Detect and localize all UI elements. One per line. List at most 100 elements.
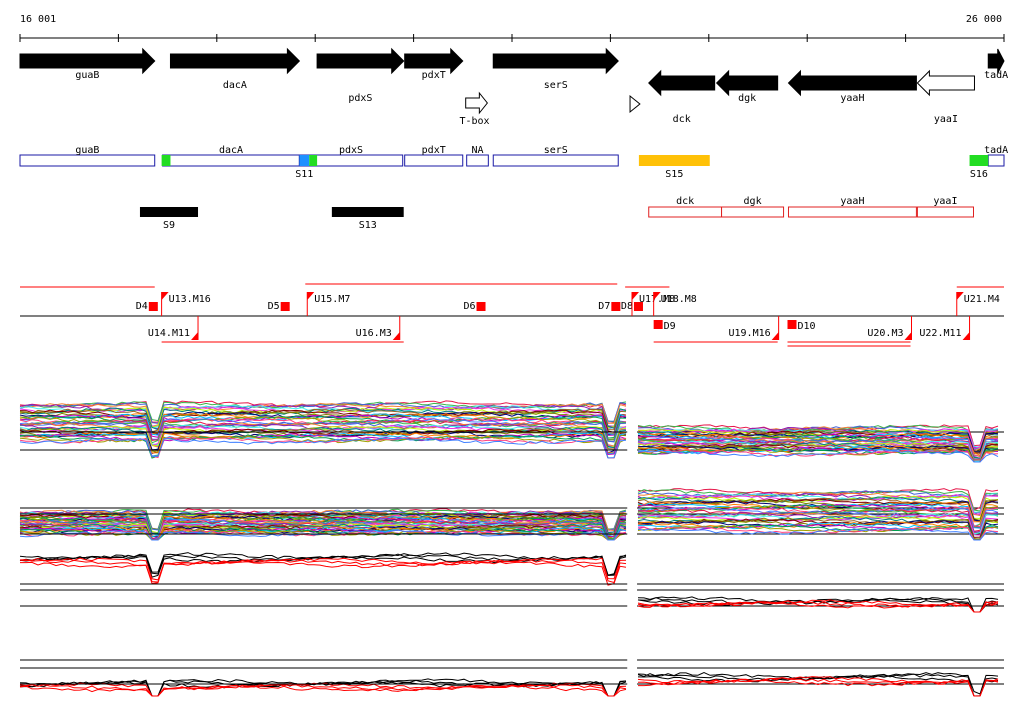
u-marker-flag <box>962 332 970 340</box>
u-marker-flag <box>161 292 169 300</box>
transcript-label: serS <box>544 145 568 156</box>
segment-label: S9 <box>163 220 175 231</box>
gene-sers-label: serS <box>544 80 568 91</box>
gene-tada-arrow <box>987 48 1005 74</box>
terminator-icon <box>629 94 641 114</box>
transcript-label: yaaI <box>933 196 957 207</box>
u-marker-flag <box>307 292 315 300</box>
expression-profiles <box>19 390 1004 710</box>
gene-yaai-label: yaaI <box>934 114 958 125</box>
transcript-box <box>987 154 1005 167</box>
gene-dck-arrow <box>648 69 716 97</box>
expression-trace <box>637 503 999 528</box>
transcript-box <box>492 154 619 167</box>
transcript-box <box>162 154 300 167</box>
transcript-label: NA <box>471 145 483 156</box>
d-marker <box>653 320 663 329</box>
expression-trace <box>637 676 999 697</box>
transcript-box <box>19 154 156 167</box>
u-marker-label: U18.M8 <box>661 294 697 305</box>
feature-track: T-box <box>459 91 641 127</box>
d-marker <box>611 302 621 311</box>
transcript-label: pdxT <box>422 145 446 156</box>
expression-trace <box>637 424 999 449</box>
expression-trace <box>19 402 627 427</box>
d-marker <box>633 302 643 311</box>
expression-trace <box>637 499 999 521</box>
expression-trace <box>19 415 627 441</box>
segment-label: S15 <box>665 169 683 180</box>
segment-block <box>638 155 710 166</box>
expression-trace <box>637 494 999 515</box>
expression-trace <box>19 513 627 538</box>
d-marker-label: D8 <box>621 301 633 312</box>
expression-trace <box>637 519 999 540</box>
transcript-label: dgk <box>744 196 762 207</box>
gene-sers-arrow <box>492 47 619 75</box>
segment-block <box>309 155 318 166</box>
gene-daca-arrow <box>169 47 301 75</box>
expression-trace <box>19 527 627 541</box>
transcript-box <box>787 206 917 218</box>
track-gap <box>627 390 638 710</box>
gene-pdxs-arrow <box>316 47 405 75</box>
u-marker-label: U16.M3 <box>356 328 392 339</box>
expression-trace <box>637 598 999 613</box>
axis-start-label: 16 001 <box>20 14 56 25</box>
expression-trace <box>637 493 999 513</box>
u-marker-label: U20.M3 <box>867 328 903 339</box>
u-marker-label: U17.M8 <box>639 294 675 305</box>
gene-daca-label: dacA <box>223 80 247 91</box>
expression-trace <box>637 449 999 463</box>
u-marker-label: U22.M11 <box>919 328 961 339</box>
segment-track: S11 S15 S16 S9 S13 <box>139 155 989 231</box>
expression-trace <box>19 555 627 578</box>
u-marker-flag <box>956 292 964 300</box>
u-marker-label: U13.M16 <box>169 294 211 305</box>
u-marker-flag <box>392 332 400 340</box>
expression-trace <box>19 433 627 458</box>
expression-trace <box>637 489 999 512</box>
expression-trace <box>19 437 627 459</box>
transcript-box <box>466 154 489 167</box>
expression-trace <box>637 527 999 541</box>
transcript-box <box>404 154 464 167</box>
d-marker-label: D9 <box>664 321 676 332</box>
gene-yaah-arrow <box>787 69 917 97</box>
expression-trace <box>19 435 627 459</box>
expression-trace <box>19 421 627 446</box>
transcript-box <box>916 206 974 218</box>
u-marker-flag <box>904 332 912 340</box>
gene-track: guaB dacA pdxS pdxT serS dck dgk yaaH yaaI tadA <box>19 47 1008 125</box>
d-marker <box>280 302 290 311</box>
expression-trace <box>19 526 627 541</box>
transcript-box <box>648 206 723 218</box>
transcript-label: tadA <box>984 145 1008 156</box>
gene-yaai-arrow <box>916 69 975 97</box>
expression-trace <box>19 426 627 452</box>
expression-trace <box>19 429 627 454</box>
expression-trace <box>19 408 627 433</box>
expression-trace <box>637 498 999 522</box>
gene-pdxt-label: pdxT <box>422 70 446 81</box>
segment-block <box>139 207 199 217</box>
expression-trace <box>637 601 999 613</box>
gene-pdxt-arrow <box>404 47 464 75</box>
gene-guab-label: guaB <box>75 70 99 81</box>
segment-label: S16 <box>970 169 988 180</box>
expression-trace <box>19 403 627 430</box>
expression-trace <box>19 558 627 584</box>
tbox-label: T-box <box>459 116 489 127</box>
expression-trace <box>19 684 627 697</box>
d-marker <box>476 302 486 311</box>
segment-block <box>299 155 310 166</box>
expression-trace <box>20 560 627 586</box>
expression-trace <box>19 684 627 697</box>
expression-trace <box>638 495 999 520</box>
expression-trace <box>19 419 627 441</box>
u-marker-flag <box>191 332 199 340</box>
transcript-box <box>721 206 785 218</box>
gene-guab-arrow <box>19 47 156 75</box>
u-marker-label: U21.M4 <box>964 294 1000 305</box>
